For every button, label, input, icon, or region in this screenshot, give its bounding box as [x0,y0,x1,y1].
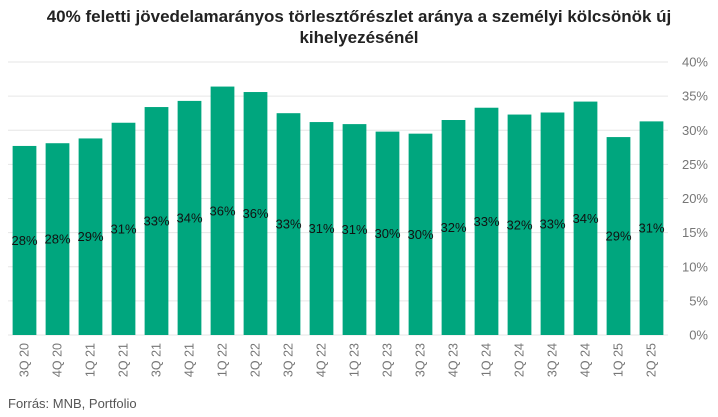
bar [441,120,466,335]
y-tick-label: 5% [689,293,708,308]
x-tick-label: 1Q 24 [480,343,494,377]
x-tick-label: 4Q 23 [447,343,461,377]
bar-series [12,86,664,336]
data-label: 36% [209,203,235,218]
data-label: 33% [473,214,499,229]
data-label: 28% [44,232,70,247]
bar [342,124,367,335]
x-tick-label: 1Q 23 [348,343,362,377]
y-tick-label: 0% [689,328,708,343]
bar [573,101,598,336]
x-tick-label: 1Q 21 [84,343,98,377]
bar [276,113,301,335]
y-tick-label: 10% [682,259,708,274]
data-label: 30% [374,226,400,241]
y-tick-label: 40% [682,55,708,70]
bar [111,122,136,336]
x-tick-label: 3Q 24 [546,343,560,377]
x-tick-label: 2Q 23 [381,343,395,377]
data-label: 34% [176,210,202,225]
x-tick-label: 4Q 24 [579,343,593,377]
data-label: 29% [77,229,103,244]
bar [408,133,433,335]
x-tick-label: 3Q 20 [18,343,32,377]
bar [243,92,268,335]
x-tick-label: 1Q 22 [216,343,230,377]
data-label: 31% [638,221,664,236]
data-label: 30% [407,227,433,242]
data-label: 33% [275,217,301,232]
x-tick-label: 2Q 21 [117,343,131,377]
data-label: 28% [11,233,37,248]
data-label: 31% [341,222,367,237]
data-label: 31% [110,221,136,236]
y-tick-label: 35% [682,89,708,104]
x-tick-label: 1Q 25 [612,343,626,377]
x-tick-label: 3Q 21 [150,343,164,377]
bar [540,112,565,335]
bar [12,145,37,335]
gridlines [8,61,668,336]
bar [177,100,202,335]
y-tick-label: 20% [682,191,708,206]
x-tick-label: 2Q 22 [249,343,263,377]
bar [78,138,103,335]
x-tick-label: 2Q 24 [513,343,527,377]
chart-title-line-1: 40% feletti jövedelamarányos törlesztőré… [46,7,672,26]
bar [309,122,334,335]
data-label: 31% [308,221,334,236]
data-label: 29% [605,229,631,244]
y-tick-label: 30% [682,123,708,138]
data-label: 34% [572,211,598,226]
bar [45,143,70,335]
y-tick-label: 15% [682,225,708,240]
bar [375,131,400,335]
y-axis: 0% 5% 10% 15% 20% 25% 30% 35% 40% [682,55,708,343]
x-tick-label: 4Q 22 [315,343,329,377]
x-tick-label: 4Q 20 [51,343,65,377]
bar [144,107,169,335]
x-axis: 3Q 20 4Q 20 1Q 21 2Q 21 3Q 21 4Q 21 1Q 22 2Q 22… [18,343,659,377]
y-tick-label: 25% [682,157,708,172]
data-label: 33% [539,216,565,231]
x-tick-label: 2Q 25 [645,343,659,377]
source-note: Forrás: MNB, Portfolio [8,396,137,411]
chart-title: 40% feletti jövedelamarányos törlesztőré… [0,6,718,48]
x-tick-label: 4Q 21 [183,343,197,377]
bar [639,121,664,335]
data-label: 32% [440,220,466,235]
bar [507,114,532,336]
data-label: 33% [143,214,169,229]
bar [474,107,499,335]
x-tick-label: 3Q 23 [414,343,428,377]
data-labels: 28% 28% 29% 31% 33% 34% 36% 36% 33% 31% 31% 30% 30% 3… [11,203,664,248]
data-label: 36% [242,206,268,221]
x-tick-label: 3Q 22 [282,343,296,377]
data-label: 32% [506,217,532,232]
chart-title-line-2: kihelyezésénél [299,28,419,47]
bar [210,86,235,335]
bar [606,137,631,335]
